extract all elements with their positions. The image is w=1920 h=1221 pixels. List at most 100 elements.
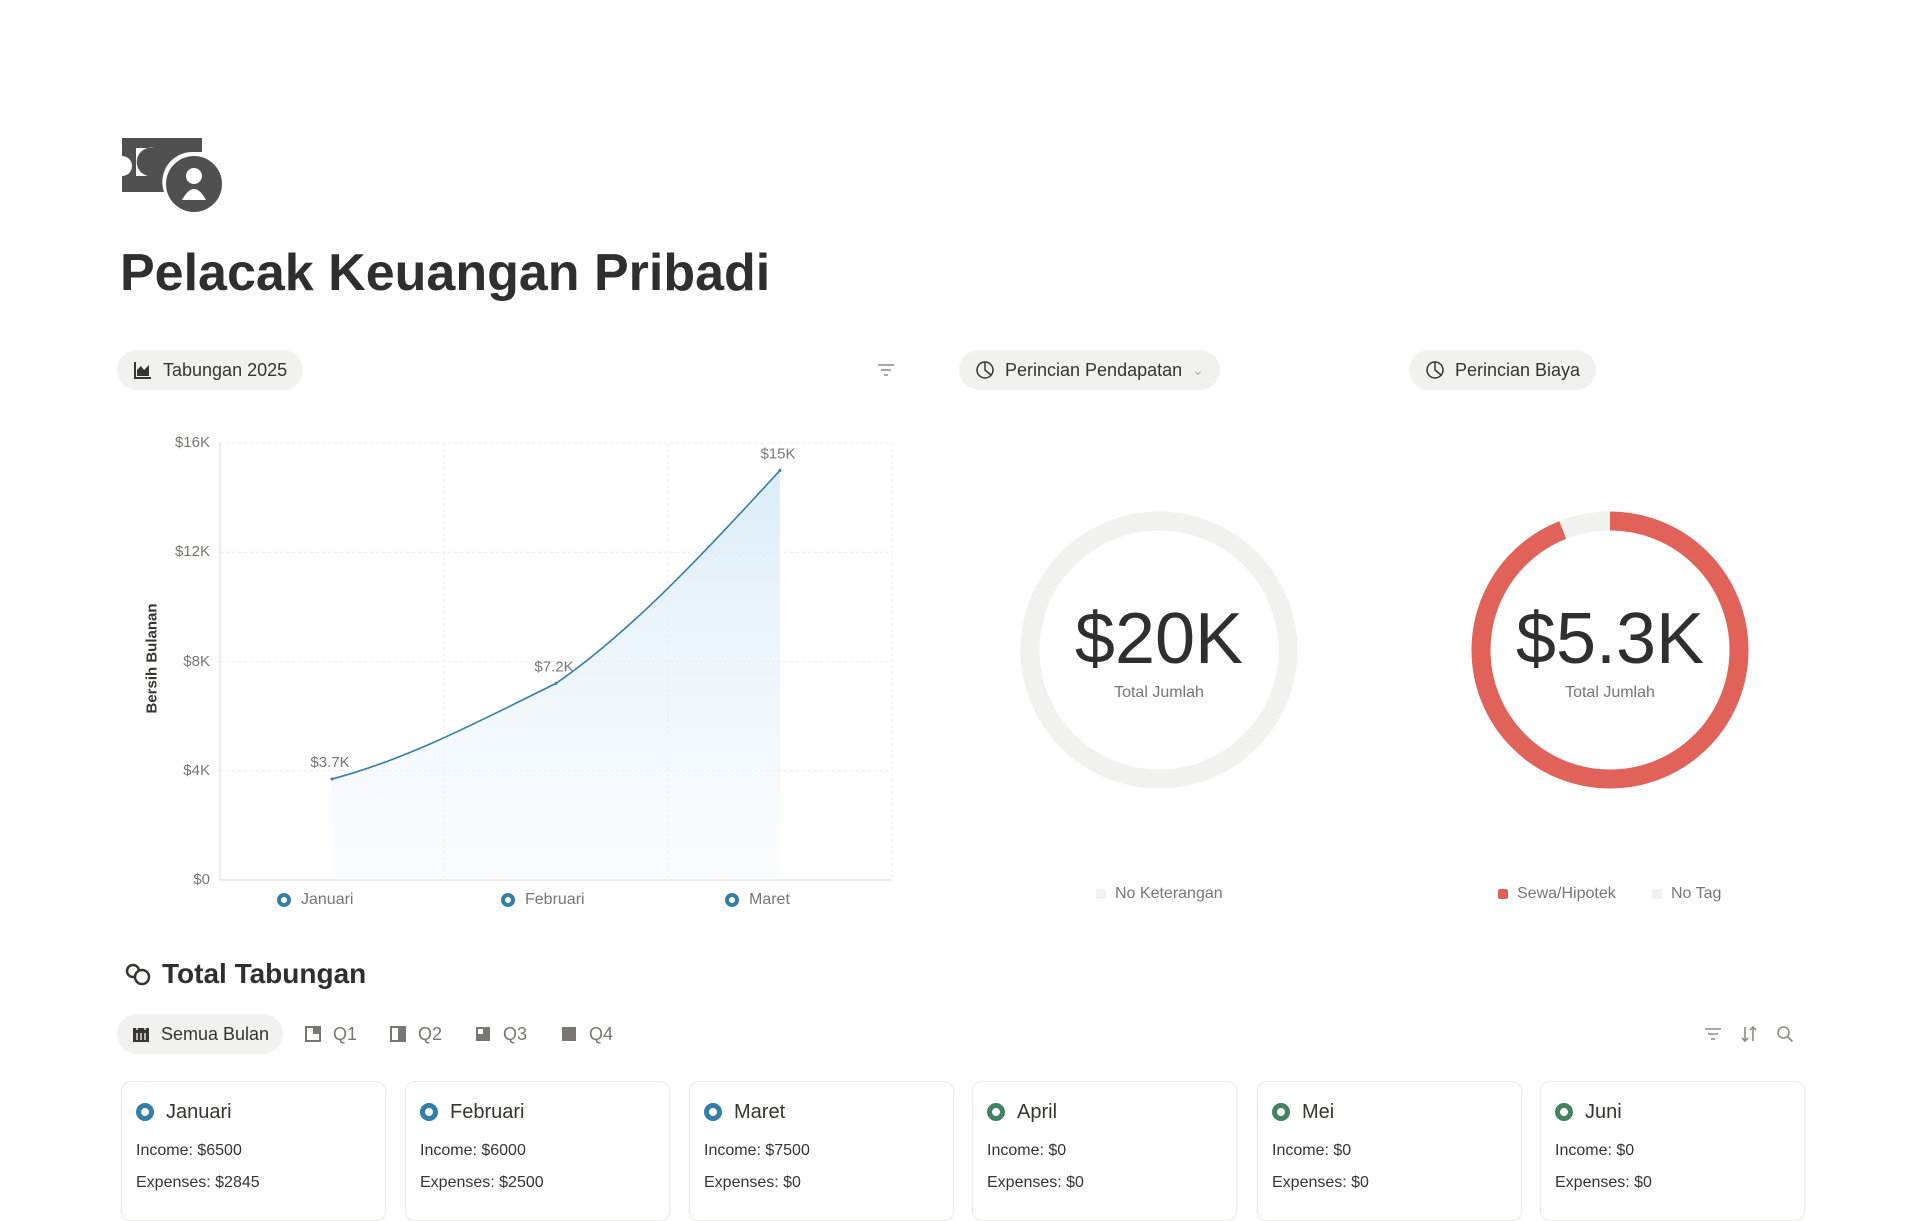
income-total-value: $20K	[1074, 599, 1244, 679]
month-card-mei[interactable]: Mei Income: $0 Expenses: $0	[1257, 1081, 1522, 1221]
q1-icon	[305, 1026, 321, 1042]
legend-swatch	[1498, 889, 1508, 899]
month-card-juni[interactable]: Juni Income: $0 Expenses: $0	[1540, 1081, 1805, 1221]
card-income: Income: $0	[1272, 1142, 1352, 1159]
filter-icon[interactable]	[876, 362, 896, 378]
view-tab-perincian-biaya[interactable]: Perincian Biaya	[1409, 350, 1597, 390]
card-title: Juni	[1555, 1096, 1790, 1128]
view-tab-label: Tabungan 2025	[163, 359, 288, 380]
data-point	[778, 468, 782, 472]
calendar-icon	[133, 1026, 149, 1042]
page-title: Pelacak Keuangan Pribadi	[120, 244, 771, 302]
legend-no-keterangan[interactable]: No Keterangan	[1096, 885, 1223, 903]
view-tab-tabungan-2025[interactable]: Tabungan 2025	[117, 350, 304, 390]
legend-no-tag[interactable]: No Tag	[1652, 885, 1721, 903]
month-card-januari[interactable]: Januari Income: $6500 Expenses: $2845	[121, 1081, 386, 1221]
tab-label: Q1	[333, 1023, 358, 1044]
tab-q1[interactable]: Q1	[289, 1014, 371, 1054]
legend-swatch	[1652, 889, 1662, 899]
series-marker-icon	[501, 893, 515, 907]
legend-sewa-hipotek[interactable]: Sewa/Hipotek	[1498, 885, 1616, 903]
card-expenses: Expenses: $2845	[136, 1174, 260, 1191]
data-point	[330, 777, 334, 781]
status-ring-icon	[1272, 1103, 1290, 1121]
tab-q4[interactable]: Q4	[545, 1014, 627, 1054]
card-expenses: Expenses: $2500	[420, 1174, 544, 1191]
y-tick-label: $16K	[174, 434, 210, 451]
data-label: $7.2K	[534, 658, 573, 675]
legend-label: No Tag	[1671, 885, 1722, 902]
donut-slice-no-keterangan[interactable]	[1020, 511, 1298, 789]
data-label: $3.7K	[310, 754, 349, 771]
sort-icon[interactable]	[1739, 1025, 1759, 1043]
x-category-februari[interactable]: Februari	[501, 891, 585, 909]
view-tab-perincian-pendapatan[interactable]: Perincian Pendapatan ⌄	[959, 350, 1220, 390]
view-tab-label: Perincian Pendapatan	[1005, 359, 1183, 380]
expense-total-value: $5.3K	[1515, 599, 1705, 679]
series-marker-icon	[277, 893, 291, 907]
tab-semua-bulan[interactable]: Semua Bulan	[117, 1014, 284, 1054]
x-tick-label: Februari	[525, 891, 585, 908]
card-title: Maret	[704, 1096, 939, 1128]
tab-label: Q4	[589, 1023, 614, 1044]
card-income: Income: $6000	[420, 1142, 526, 1159]
tab-label: Semua Bulan	[161, 1023, 270, 1044]
pie-chart-icon	[1426, 361, 1444, 379]
card-name: Juni	[1585, 1100, 1622, 1123]
card-expenses: Expenses: $0	[704, 1174, 801, 1191]
q2-icon	[390, 1026, 406, 1042]
area-fill	[332, 470, 780, 880]
legend-label: Sewa/Hipotek	[1517, 885, 1616, 902]
card-expenses: Expenses: $0	[987, 1174, 1084, 1191]
card-expenses: Expenses: $0	[1272, 1174, 1369, 1191]
data-label: $15K	[760, 445, 795, 462]
section-title: Total Tabungan	[162, 958, 367, 989]
card-title: Mei	[1272, 1096, 1507, 1128]
tab-q3[interactable]: Q3	[459, 1014, 541, 1054]
x-tick-label: Januari	[301, 891, 354, 908]
donut-slice-no-tag[interactable]	[1471, 511, 1749, 789]
tab-q2[interactable]: Q2	[374, 1014, 456, 1054]
legend-label: No Keterangan	[1115, 885, 1223, 902]
y-tick-label: $8K	[183, 652, 210, 670]
card-income: Income: $7500	[704, 1142, 810, 1159]
money-bill-icon	[122, 138, 222, 212]
legend-swatch	[1096, 889, 1106, 899]
month-card-februari[interactable]: Februari Income: $6000 Expenses: $2500	[405, 1081, 670, 1221]
card-name: Februari	[450, 1100, 525, 1123]
filter-icon[interactable]	[1703, 1026, 1723, 1042]
area-chart-icon	[134, 362, 151, 379]
coins-icon	[125, 963, 151, 986]
card-title: Januari	[136, 1096, 371, 1128]
series-marker-icon	[725, 893, 739, 907]
income-total-label: Total Jumlah	[1114, 684, 1204, 701]
status-ring-icon	[704, 1103, 722, 1121]
y-tick-label: $12K	[174, 543, 210, 561]
month-card-april[interactable]: April Income: $0 Expenses: $0	[972, 1081, 1237, 1221]
card-income: Income: $0	[987, 1142, 1067, 1159]
card-name: Januari	[166, 1100, 232, 1123]
month-card-maret[interactable]: Maret Income: $7500 Expenses: $0	[689, 1081, 954, 1221]
search-icon[interactable]	[1776, 1025, 1794, 1043]
savings-area-chart: $3.7K $7.2K $15K	[219, 442, 893, 881]
x-category-maret[interactable]: Maret	[725, 891, 790, 909]
income-donut	[1020, 511, 1298, 789]
chevron-down-icon: ⌄	[1192, 361, 1204, 378]
x-tick-label: Maret	[749, 891, 790, 908]
status-ring-icon	[420, 1103, 438, 1121]
status-ring-icon	[1555, 1103, 1573, 1121]
q4-icon	[562, 1027, 576, 1041]
card-income: Income: $0	[1555, 1142, 1635, 1159]
y-tick-label: $0	[193, 871, 210, 888]
card-title: Februari	[420, 1096, 655, 1128]
card-name: April	[1017, 1100, 1058, 1123]
card-expenses: Expenses: $0	[1555, 1174, 1652, 1191]
x-category-januari[interactable]: Januari	[277, 891, 353, 909]
pie-chart-icon	[976, 361, 994, 379]
status-ring-icon	[987, 1103, 1005, 1121]
view-tab-label: Perincian Biaya	[1455, 359, 1581, 380]
tab-label: Q3	[503, 1023, 528, 1044]
status-ring-icon	[136, 1103, 154, 1121]
card-income: Income: $6500	[136, 1142, 242, 1159]
tab-label: Q2	[418, 1023, 443, 1044]
